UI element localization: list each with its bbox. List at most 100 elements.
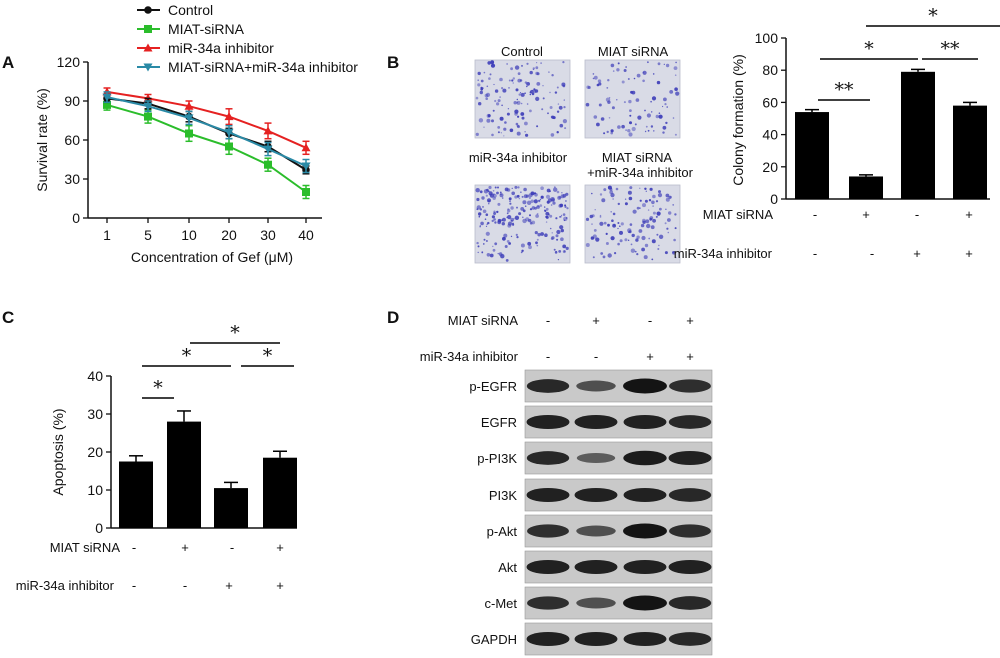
colony-dot — [586, 85, 590, 89]
colony-dot — [667, 231, 670, 234]
colony-dot — [523, 187, 527, 192]
chart-b-y-tick-label: 80 — [762, 62, 778, 78]
colony-dot — [562, 213, 566, 216]
colony-dot — [542, 97, 545, 100]
colony-dot — [644, 109, 646, 112]
chart-b-condition-mark: - — [813, 246, 817, 261]
colony-dot — [512, 77, 515, 80]
colony-dot — [528, 197, 531, 199]
chart-a-x-tick-label: 1 — [103, 227, 111, 243]
colony-well-background — [474, 59, 571, 139]
chart-c-condition-mark: + — [276, 540, 284, 555]
chart-b-y-tick-label: 20 — [762, 159, 778, 175]
colony-dot — [594, 209, 596, 211]
western-blot-label: p-Akt — [487, 524, 518, 539]
colony-dot — [499, 116, 504, 121]
colony-dot — [491, 215, 495, 219]
colony-dot — [658, 234, 664, 239]
colony-dot — [485, 225, 488, 227]
colony-dot — [503, 135, 505, 137]
colony-dot — [501, 87, 504, 90]
colony-dot — [606, 87, 609, 89]
colony-dot — [520, 251, 523, 254]
colony-dot — [534, 193, 538, 197]
colony-dot — [521, 64, 523, 67]
chart-b-significance-label: * — [864, 38, 874, 60]
colony-dot — [560, 215, 562, 218]
colony-dot — [645, 125, 648, 128]
colony-dot — [667, 218, 671, 222]
chart-b-significance-label: * — [928, 5, 938, 27]
chart-a-series-1 — [103, 98, 310, 200]
colony-dot — [476, 197, 480, 202]
colony-dot — [644, 199, 648, 203]
colony-dot — [674, 227, 677, 230]
western-blot-row-1: EGFR — [481, 405, 713, 439]
colony-dot — [529, 70, 533, 75]
colony-dot — [499, 77, 503, 82]
colony-dot — [497, 131, 500, 134]
chart-b-condition-mark: + — [965, 207, 973, 222]
colony-dot — [551, 198, 555, 202]
colony-dot — [611, 106, 615, 110]
colony-dot — [484, 93, 489, 98]
colony-dot — [506, 212, 509, 215]
colony-dot — [479, 208, 483, 211]
colony-dot — [649, 187, 653, 191]
chart-a-legend-marker — [143, 43, 153, 52]
colony-dot — [608, 97, 611, 99]
colony-dot — [595, 237, 600, 242]
colony-dot — [510, 206, 514, 210]
colony-dot — [652, 73, 655, 75]
western-band — [576, 597, 616, 609]
colony-dot — [642, 79, 645, 83]
colony-dot — [511, 191, 515, 196]
western-band — [623, 487, 667, 503]
colony-dot — [538, 199, 541, 202]
colony-dot — [599, 221, 604, 226]
colony-dot — [557, 103, 560, 105]
colony-dot — [599, 214, 602, 217]
colony-dot — [483, 243, 485, 245]
colony-dot — [655, 215, 658, 218]
colony-dot — [496, 210, 499, 214]
colony-dot — [619, 230, 623, 235]
colony-dot — [475, 188, 480, 193]
colony-dot — [480, 221, 484, 226]
colony-dot — [628, 231, 630, 233]
chart-b-condition-mark: + — [913, 246, 921, 261]
colony-dot — [635, 238, 639, 242]
colony-dot — [639, 199, 642, 202]
chart-a-y-tick-label: 60 — [64, 132, 80, 148]
colony-dot — [565, 246, 569, 250]
colony-dot — [485, 231, 490, 236]
colony-dot — [536, 125, 539, 128]
colony-dot — [666, 106, 668, 108]
western-blot-label: EGFR — [481, 415, 517, 430]
colony-dot — [665, 193, 670, 198]
colony-dot — [489, 253, 494, 258]
colony-dot — [510, 235, 513, 238]
colony-dot — [520, 92, 525, 97]
chart-b-significance-label: ** — [835, 79, 855, 101]
colony-dot — [531, 89, 534, 92]
colony-dot — [669, 90, 674, 94]
colony-dot — [558, 250, 562, 253]
colony-dot — [516, 124, 520, 128]
colony-dot — [605, 232, 608, 235]
colony-dot — [506, 112, 510, 116]
colony-dot — [616, 68, 620, 72]
colony-dot — [502, 88, 507, 93]
chart-b-y-tick-label: 0 — [770, 191, 778, 207]
colony-dot — [536, 205, 540, 209]
colony-dot — [639, 207, 641, 209]
colony-dot — [493, 83, 495, 86]
colony-dot — [642, 71, 645, 74]
western-band — [668, 632, 712, 646]
colony-dot — [545, 207, 549, 211]
colony-dot — [476, 241, 479, 245]
colony-dot — [554, 251, 558, 254]
colony-dot — [634, 250, 637, 253]
colony-dot — [516, 236, 519, 239]
colony-dot — [560, 228, 564, 233]
